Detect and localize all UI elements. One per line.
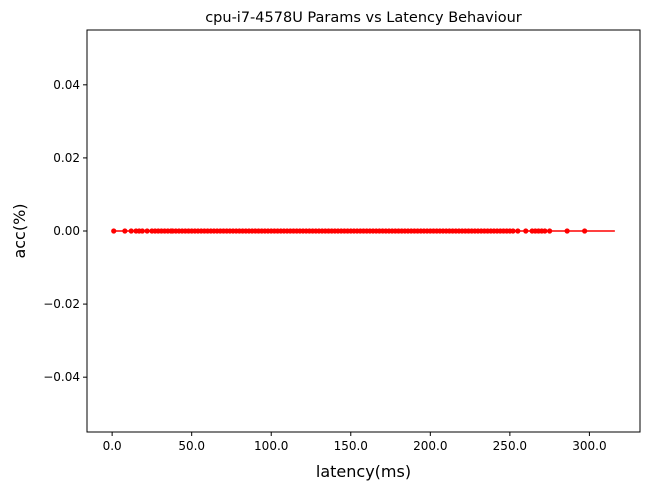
x-tick-label: 50.0 [178, 439, 205, 453]
data-point [582, 228, 588, 234]
x-tick-label: 150.0 [334, 439, 368, 453]
x-tick-label: 0.0 [103, 439, 122, 453]
data-point [547, 228, 553, 234]
data-point [128, 228, 134, 234]
data-point [111, 228, 117, 234]
x-tick-label: 250.0 [493, 439, 527, 453]
x-tick-label: 100.0 [254, 439, 288, 453]
x-tick-label: 300.0 [572, 439, 606, 453]
data-point [144, 228, 150, 234]
data-point [515, 228, 521, 234]
y-tick-label: 0.04 [53, 78, 80, 92]
data-point [510, 228, 516, 234]
chart-title: cpu-i7-4578U Params vs Latency Behaviour [205, 10, 522, 26]
y-axis-label: acc(%) [10, 203, 29, 258]
x-tick-label: 200.0 [413, 439, 447, 453]
data-point [523, 228, 529, 234]
y-tick-label: 0.00 [53, 224, 80, 238]
x-axis-label: latency(ms) [316, 462, 411, 481]
data-point [122, 228, 128, 234]
y-tick-label: −0.02 [43, 297, 80, 311]
y-tick-label: 0.02 [53, 151, 80, 165]
y-tick-label: −0.04 [43, 370, 80, 384]
x-axis-ticks: 0.0 50.0 100.0 150.0 200.0 250.0 300.0 [103, 432, 607, 453]
data-point [139, 228, 145, 234]
y-axis-ticks: 0.04 0.02 0.00 −0.02 −0.04 [43, 78, 87, 384]
data-point [542, 228, 548, 234]
scatter-points [111, 228, 588, 234]
data-point [564, 228, 570, 234]
